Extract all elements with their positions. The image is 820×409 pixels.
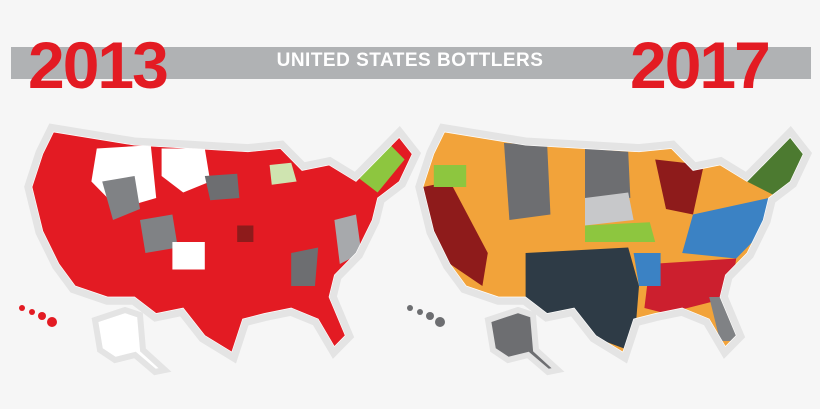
region-lightgray [585,192,634,226]
title-band [11,47,811,79]
hawaii-2013 [19,305,57,327]
region-navy [525,247,639,352]
region-white [161,148,211,193]
year-2017-label: 2017 [630,28,771,102]
map-2017 [423,132,812,363]
region-darkred [237,225,254,242]
region-gray [585,148,631,198]
region-lightgreen [433,165,467,187]
region-gray [140,214,178,253]
region-gray [334,214,362,264]
region-green [585,222,656,242]
infographic-title: UNITED STATES BOTTLERS [276,50,544,71]
region-blue [682,198,769,259]
year-2013-label: 2013 [28,28,169,102]
region-darkred [655,159,704,215]
region-white [172,242,205,270]
region-gray [504,143,551,220]
map-2013 [32,132,421,363]
region-gray [102,176,140,220]
region-green [356,143,405,193]
region-gray [291,247,319,286]
region-lightgreen [269,162,297,185]
region-gray [204,173,240,201]
hawaii-2017 [407,305,445,327]
region-darkred [423,181,488,286]
region-blue [633,253,661,286]
region-darkgreen [747,132,804,199]
